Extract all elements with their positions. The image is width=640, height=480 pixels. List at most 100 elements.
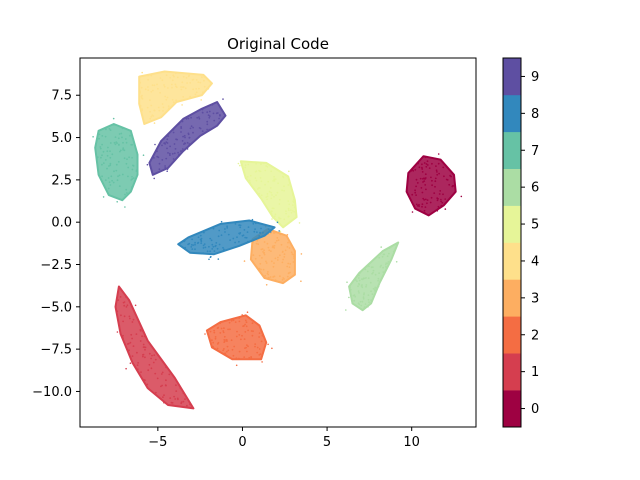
cluster-7-point (107, 187, 110, 190)
cluster-9-point (187, 117, 190, 120)
cluster-2-point (230, 339, 233, 342)
cluster-2-point (234, 321, 237, 323)
cluster-0-point (416, 182, 419, 184)
cluster-5-point (263, 162, 265, 165)
cluster-7-point (122, 147, 125, 150)
cluster-2-point (245, 346, 248, 349)
cluster-5-point (270, 170, 273, 173)
cluster-8-point (260, 227, 262, 230)
cluster-2-point (247, 329, 250, 332)
cluster-3-point (292, 261, 295, 263)
cluster-8-point (222, 246, 224, 249)
cluster-2-point (238, 320, 241, 323)
cluster-9-point (206, 128, 209, 131)
colorbar-segment-3 (503, 279, 521, 317)
cluster-6-point (354, 295, 357, 298)
y-tick-label: 0.0 (51, 216, 72, 231)
cluster-3-point (279, 275, 281, 278)
cluster-9-point (192, 126, 195, 129)
cluster-1-point (141, 335, 144, 338)
y-axis: 7.5 5.0 2.5 0.0 −2.5 −5.0 −7.5 −10.0 (32, 89, 80, 400)
cluster-5-point (278, 198, 281, 201)
cluster-6-point (356, 280, 358, 283)
cluster-2-point (211, 339, 213, 342)
cluster-7-point (106, 154, 109, 157)
cluster-5-point (293, 198, 295, 201)
cluster-5-point (281, 189, 283, 192)
cluster-0-point (448, 183, 451, 186)
cluster-0-point (421, 203, 424, 206)
cluster-2-point (250, 356, 253, 358)
cluster-4-point (149, 99, 151, 102)
cluster-1-point (160, 385, 162, 388)
cluster-8-point (217, 235, 220, 238)
cluster-4-point (194, 93, 197, 96)
cluster-7-point (131, 186, 133, 189)
cluster-2-point (235, 335, 238, 338)
cluster-5-point (273, 215, 276, 218)
cluster-6-point (364, 268, 367, 271)
cluster-8 (177, 218, 281, 261)
cluster-7-point (127, 175, 129, 178)
cluster-3-point (272, 276, 274, 278)
cluster-7-point (124, 193, 126, 196)
cluster-4-point (165, 74, 168, 77)
cluster-7-point (130, 143, 133, 146)
cluster-2-point (248, 356, 251, 359)
cluster-7-point (125, 162, 128, 165)
cluster-4-point (166, 96, 169, 99)
cluster-9-point (180, 131, 182, 133)
cluster-6-point (370, 290, 372, 293)
cluster-8-point (254, 222, 257, 225)
cluster-5-stray-point (239, 164, 241, 167)
cluster-9-point (167, 135, 170, 138)
cluster-5-point (275, 194, 277, 197)
cluster-8-point (204, 246, 207, 249)
cluster-2-point (225, 339, 228, 341)
cluster-9-stray-point (164, 166, 166, 169)
cluster-3-point (275, 239, 278, 242)
cluster-5-point (249, 181, 251, 184)
cluster-1-point (116, 310, 119, 313)
cluster-2-point (219, 322, 222, 325)
cluster-5-point (248, 179, 251, 182)
cluster-5-point (270, 197, 273, 200)
cluster-4-point (157, 87, 159, 90)
cluster-3-point (257, 243, 260, 246)
cluster-1-stray-point (134, 304, 137, 307)
cluster-4-point (198, 87, 200, 90)
cluster-3-point (261, 257, 263, 259)
cluster-4-point (182, 86, 185, 88)
cluster-6-point (362, 296, 365, 299)
cluster-2-point (240, 338, 242, 341)
cluster-0-point (439, 190, 442, 192)
cluster-8-point (262, 231, 264, 234)
cluster-8-point (178, 243, 181, 246)
cluster-4-point (175, 86, 178, 89)
cluster-5-point (287, 207, 290, 210)
cluster-0-point (416, 204, 419, 207)
cluster-0-point (408, 171, 411, 174)
x-axis: −5 0 5 10 (148, 427, 420, 450)
cluster-5-point (246, 176, 249, 178)
cluster-2-point (251, 334, 254, 337)
cluster-3-point (286, 275, 289, 278)
cluster-4-point (150, 90, 153, 93)
y-tick-label: 5.0 (51, 131, 72, 146)
cluster-7-point (99, 146, 102, 148)
cluster-7-point (128, 156, 131, 159)
cluster-7-stray-point (142, 154, 145, 156)
cluster-5-point (259, 187, 261, 189)
cluster-2-point (235, 357, 238, 360)
cluster-5-point (266, 195, 269, 198)
cluster-4-point (163, 85, 166, 88)
x-tick-label: 5 (323, 435, 331, 450)
cluster-9-stray-point (186, 148, 189, 150)
cluster-6-point (378, 272, 380, 275)
cluster-0-point (407, 176, 409, 179)
cluster-9-point (196, 116, 199, 119)
cluster-6-point (375, 287, 377, 289)
cluster-8-point (203, 231, 205, 234)
cluster-3-point (288, 247, 291, 249)
cluster-7-point (99, 147, 102, 150)
